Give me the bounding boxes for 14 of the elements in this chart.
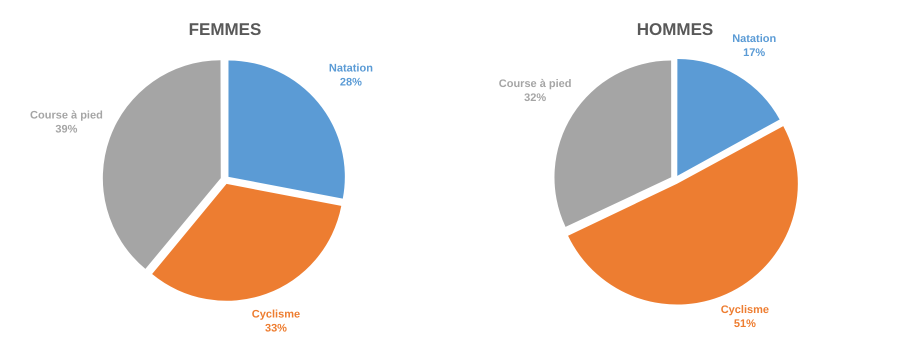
slice-label: Cyclisme bbox=[720, 304, 770, 316]
slice-label: Course à pied bbox=[498, 78, 572, 90]
slice-label: Cyclisme bbox=[252, 308, 300, 320]
data-label: 33% bbox=[264, 322, 288, 334]
data-label: 28% bbox=[340, 76, 362, 89]
data-label: 39% bbox=[55, 124, 78, 136]
slice-label: Course à pied bbox=[30, 110, 103, 122]
data-label: 32% bbox=[524, 92, 546, 104]
data-label: 17% bbox=[743, 46, 766, 59]
chart-title: HOMMES bbox=[636, 20, 714, 39]
data-label: 51% bbox=[734, 318, 756, 330]
chart-title: FEMMES bbox=[188, 20, 262, 39]
slice-label: Natation bbox=[328, 62, 374, 75]
slice-label: Natation bbox=[732, 32, 776, 45]
